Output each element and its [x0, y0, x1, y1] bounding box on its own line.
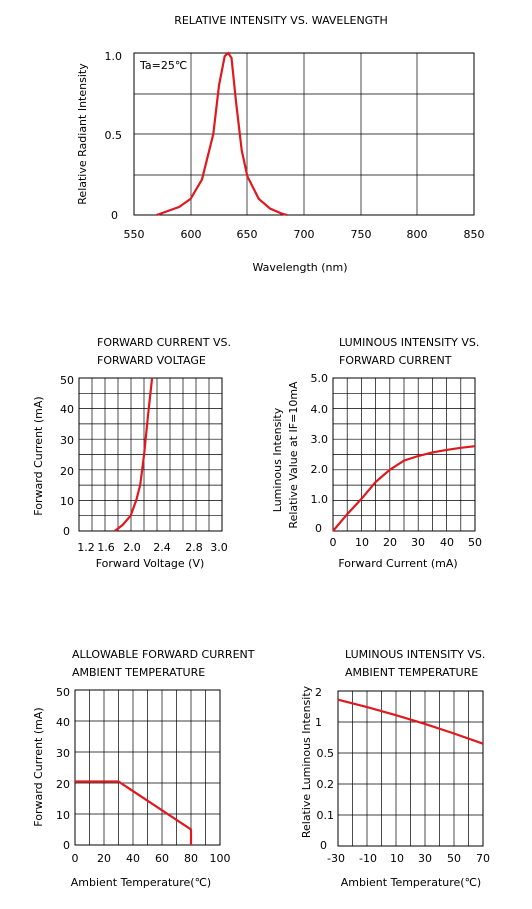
chart4-ytick-20: 20 [56, 778, 70, 791]
chart5-xtick-30: 30 [418, 852, 432, 865]
chart5-ytick-0-1: 0.1 [317, 809, 335, 822]
chart4-ylabel: Forward Current (mA) [32, 707, 45, 826]
chart3-ytick-0: 0 [315, 522, 322, 535]
chart3-ytick-5: 5.0 [311, 372, 329, 385]
chart1-annotation: Ta=25℃ [139, 59, 187, 72]
chart1-grid [134, 53, 474, 215]
chart2-ylabel: Forward Current (mA) [32, 396, 45, 515]
chart5-ylabel: Relative Luminous Intensity [300, 685, 313, 838]
chart2-ytick-0: 0 [63, 525, 70, 538]
chart5-grid [338, 691, 483, 846]
chart3-xtick-10: 10 [355, 536, 369, 549]
chart3-xtick-0: 0 [330, 536, 337, 549]
chart4-ytick-10: 10 [56, 809, 70, 822]
chart-luminous-current: LUMINOUS INTENSITY VS. FORWARD CURRENT 5… [271, 336, 482, 570]
chart3-xtick-50: 50 [468, 536, 482, 549]
chart1-ylabel: Relative Radiant Intensity [76, 63, 89, 205]
chart4-xlabel: Ambient Temperature(℃) [71, 876, 211, 889]
chart3-series-line [332, 445, 476, 532]
chart1-ytick-0-5: 0.5 [105, 129, 123, 142]
chart4-ytick-0: 0 [63, 839, 70, 852]
chart4-ytick-30: 30 [56, 747, 70, 760]
chart1-title: RELATIVE INTENSITY VS. WAVELENGTH [174, 14, 388, 27]
chart2-xtick-3-0: 3.0 [210, 541, 228, 554]
chart4-xtick-40: 40 [126, 852, 140, 865]
chart5-xtick-70: 70 [476, 852, 490, 865]
chart5-xtick-minus30: -30 [327, 852, 345, 865]
chart1-ytick-1: 1.0 [105, 50, 123, 63]
chart5-title: LUMINOUS INTENSITY VS. [345, 648, 485, 661]
chart1-xtick-850: 850 [464, 228, 485, 241]
chart2-xtick-1-2: 1.2 [77, 541, 95, 554]
chart4-xtick-60: 60 [155, 852, 169, 865]
chart5-series-line [337, 698, 484, 745]
chart1-xtick-550: 550 [124, 228, 145, 241]
chart2-title-line2: FORWARD VOLTAGE [97, 354, 206, 367]
chart2-xtick-2-8: 2.8 [185, 541, 203, 554]
chart5-xtick-50: 50 [447, 852, 461, 865]
chart4-ytick-50: 50 [56, 686, 70, 699]
chart3-title-line2: FORWARD CURRENT [339, 354, 452, 367]
chart5-ytick-0: 0 [320, 839, 327, 852]
chart3-xtick-30: 30 [411, 536, 425, 549]
chart4-title-line2: AMBIENT TEMPERATURE [72, 666, 205, 679]
chart1-xtick-700: 700 [294, 228, 315, 241]
chart3-ytick-4: 4.0 [311, 403, 329, 416]
chart2-xtick-2-0: 2.0 [123, 541, 141, 554]
chart-allowable-current: ALLOWABLE FORWARD CURRENT AMBIENT TEMPER… [32, 648, 255, 889]
chart5-xtick-minus10: -10 [359, 852, 377, 865]
chart1-ytick-0: 0 [111, 209, 118, 222]
chart2-xtick-1-6: 1.6 [97, 541, 115, 554]
chart2-title: FORWARD CURRENT VS. [97, 336, 231, 349]
chart4-xtick-100: 100 [210, 852, 231, 865]
chart2-grid [79, 378, 222, 531]
chart5-ytick-2: 2 [315, 686, 322, 699]
chart3-ytick-1: 1.0 [311, 493, 329, 506]
chart2-xlabel: Forward Voltage (V) [96, 557, 205, 570]
chart3-title: LUMINOUS INTENSITY VS. [339, 336, 479, 349]
chart4-series-line [75, 780, 193, 845]
chart2-ytick-30: 30 [60, 434, 74, 447]
chart5-ytick-0-2: 0.2 [317, 778, 335, 791]
chart2-ytick-40: 40 [60, 403, 74, 416]
chart3-xtick-20: 20 [383, 536, 397, 549]
chart2-ytick-10: 10 [60, 495, 74, 508]
chart3-ytick-2: 2.0 [311, 463, 329, 476]
chart2-series-line [114, 377, 154, 532]
chart2-xtick-2-4: 2.4 [153, 541, 171, 554]
chart3-xlabel: Forward Current (mA) [338, 557, 457, 570]
chart5-ytick-0-5: 0.5 [317, 747, 335, 760]
chart3-xtick-40: 40 [440, 536, 454, 549]
chart1-xtick-800: 800 [407, 228, 428, 241]
chart-luminous-temperature: LUMINOUS INTENSITY VS. AMBIENT TEMPERATU… [300, 648, 490, 889]
chart1-xlabel: Wavelength (nm) [252, 261, 347, 274]
chart5-xtick-10: 10 [390, 852, 404, 865]
chart1-xtick-750: 750 [351, 228, 372, 241]
chart1-xtick-600: 600 [181, 228, 202, 241]
chart4-xtick-20: 20 [97, 852, 111, 865]
chart5-title-line2: AMBIENT TEMPERATURE [345, 666, 478, 679]
chart3-grid [333, 378, 475, 531]
chart1-xtick-650: 650 [237, 228, 258, 241]
chart2-ytick-20: 20 [60, 465, 74, 478]
chart4-xtick-0: 0 [72, 852, 79, 865]
chart-relative-intensity: RELATIVE INTENSITY VS. WAVELENGTH Ta=25℃… [76, 14, 485, 274]
chart4-title: ALLOWABLE FORWARD CURRENT [72, 648, 255, 661]
chart4-ytick-40: 40 [56, 716, 70, 729]
chart5-xlabel: Ambient Temperature(℃) [341, 876, 481, 889]
chart3-ylabel-line2: Relative Value at IF=10mA [287, 381, 300, 529]
chart1-series-line [156, 51, 288, 217]
chart2-ytick-50: 50 [60, 374, 74, 387]
chart-forward-current-voltage: FORWARD CURRENT VS. FORWARD VOLTAGE 50 4… [32, 336, 231, 570]
chart4-xtick-80: 80 [184, 852, 198, 865]
chart5-ytick-1: 1 [315, 716, 322, 729]
chart3-ytick-3: 3.0 [311, 433, 329, 446]
chart4-grid [75, 690, 220, 845]
chart3-ylabel: Luminous Intensity [271, 407, 284, 512]
